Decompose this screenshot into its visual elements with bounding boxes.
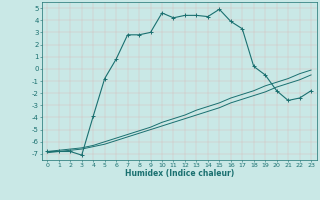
X-axis label: Humidex (Indice chaleur): Humidex (Indice chaleur) [124,169,234,178]
